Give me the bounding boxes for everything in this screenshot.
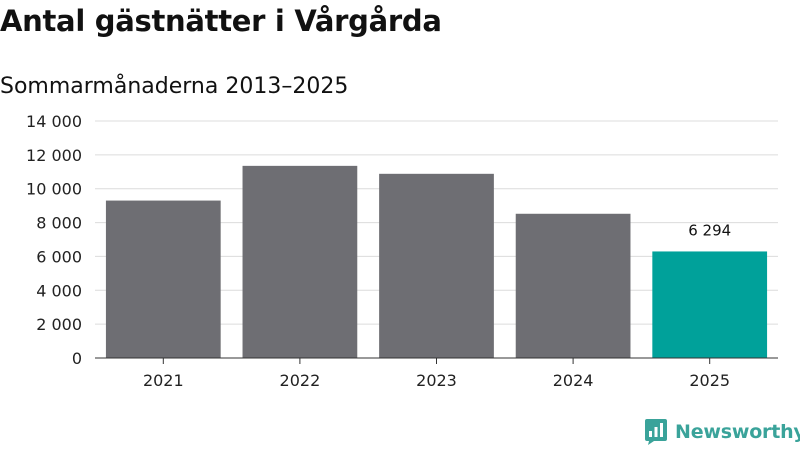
bar-2024 (515, 213, 631, 358)
x-axis (95, 357, 778, 364)
bar-2022 (242, 165, 358, 358)
y-tick-label: 4 000 (36, 281, 82, 300)
x-tick-label: 2025 (689, 371, 730, 390)
y-tick-label: 0 (72, 349, 82, 368)
x-tick-label: 2022 (280, 371, 321, 390)
brand-name: Newsworthy (675, 421, 800, 443)
y-tick-label: 12 000 (26, 146, 82, 165)
y-tick-label: 10 000 (26, 180, 82, 199)
chart-subtitle: Sommarmånaderna 2013–2025 (0, 74, 349, 99)
x-tick-label: 2024 (553, 371, 594, 390)
y-tick-label: 14 000 (26, 112, 82, 131)
x-tick-label: 2021 (143, 371, 184, 390)
x-tick-label: 2023 (416, 371, 457, 390)
chart-title: Antal gästnätter i Vårgårda (0, 4, 442, 38)
y-tick-label: 2 000 (36, 315, 82, 334)
newsworthy-logo: Newsworthy (644, 418, 800, 446)
bar-2025 (652, 251, 768, 358)
newsworthy-logo-icon (645, 419, 667, 445)
y-tick-label: 8 000 (36, 214, 82, 233)
y-tick-label: 6 000 (36, 247, 82, 266)
bar-2021 (105, 200, 221, 358)
bars (105, 165, 768, 358)
bar-2023 (379, 173, 494, 358)
labels: 0 2 000 4 000 6 000 8 000 10 000 12 000 14 000 2… (26, 112, 731, 390)
data-label: 6 294 (688, 221, 731, 239)
